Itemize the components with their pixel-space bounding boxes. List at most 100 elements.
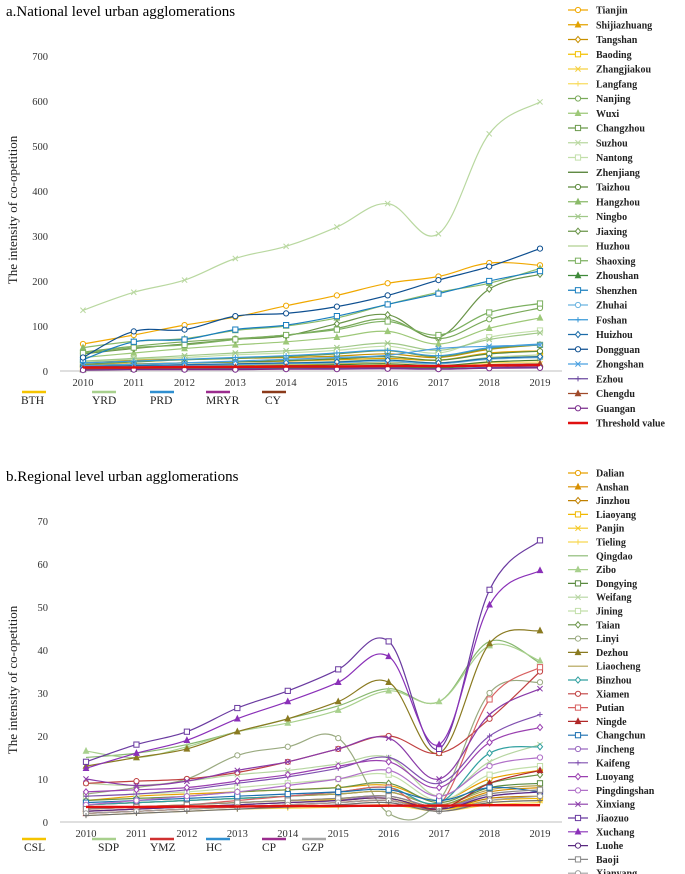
legend-marker: [574, 482, 582, 490]
x-tick-label: 2013: [227, 829, 248, 840]
legend-item: Suzhou: [568, 138, 628, 149]
legend-label: Hangzhou: [596, 197, 640, 208]
legend-label: Zhoushan: [596, 271, 639, 282]
data-point: [486, 263, 493, 270]
data-point: [435, 353, 442, 359]
data-point: [133, 797, 140, 804]
legend-marker: [575, 376, 581, 382]
group-legend-item: CY: [262, 390, 286, 407]
y-tick-label: 300: [32, 232, 48, 243]
data-point: [386, 800, 392, 806]
data-point: [486, 784, 493, 791]
legend-marker: [574, 717, 582, 725]
data-point: [537, 685, 543, 692]
data-point: [536, 626, 544, 634]
data-point: [436, 808, 442, 814]
legend-item: Ezhou: [568, 374, 624, 385]
x-tick-label: 2017: [428, 378, 449, 389]
legend-marker: [574, 704, 582, 711]
data-point: [283, 353, 289, 359]
data-point: [181, 277, 188, 284]
series-line: [85, 713, 541, 797]
legend-marker: [574, 346, 582, 353]
group-label: HC: [206, 842, 222, 854]
y-tick-label: 70: [38, 517, 49, 528]
legend-item: Xuchang: [568, 827, 634, 838]
legend-label: Langfang: [596, 79, 637, 90]
data-point: [83, 776, 89, 782]
data-point: [183, 778, 190, 785]
data-point: [284, 718, 292, 726]
legend-marker: [574, 827, 582, 835]
group-label: YMZ: [150, 842, 176, 854]
series-xinxiang: [83, 685, 543, 789]
legend: Dalian Anshan Jinzhou Liaoyang Panjin Tieling…: [568, 469, 655, 874]
data-point: [283, 243, 290, 250]
legend-label: Taizhou: [596, 183, 631, 194]
legend-item: Jincheng: [568, 745, 634, 756]
legend-item: Linyi: [568, 634, 619, 645]
x-tick-label: 2018: [479, 378, 500, 389]
legend-label: Xinxiang: [596, 800, 635, 811]
legend-item: Zhenjiang: [568, 168, 640, 179]
legend-item: Kaifeng: [568, 758, 630, 769]
legend-label: Shijiazhuang: [596, 20, 652, 31]
x-tick-label: 2015: [328, 829, 349, 840]
data-point: [234, 788, 241, 796]
data-point: [283, 310, 290, 317]
series-line: [82, 270, 541, 361]
legend-marker: [574, 154, 582, 161]
x-tick-label: 2011: [123, 378, 144, 389]
legend-marker: [574, 607, 582, 615]
data-point: [334, 762, 342, 770]
legend-label: Changchun: [596, 731, 646, 742]
data-point: [537, 341, 543, 347]
legend-item: Zibo: [568, 565, 616, 576]
series-line: [85, 765, 541, 802]
data-point: [184, 808, 190, 814]
legend-marker: [575, 213, 581, 220]
data-point: [537, 341, 543, 348]
data-point: [231, 340, 239, 348]
x-tick-label: 2012: [174, 378, 195, 389]
legend-item: Baoji: [568, 855, 619, 866]
group-legend-item: MRYR: [206, 390, 240, 407]
data-point: [234, 777, 241, 786]
group-legend: BTH YRD PRD MRYR CY: [21, 390, 286, 407]
legend-marker: [575, 539, 581, 545]
data-point: [232, 313, 239, 320]
legend-item: Dongguan: [568, 345, 640, 356]
legend-marker: [574, 95, 582, 102]
data-point: [82, 780, 90, 787]
data-point: [536, 300, 544, 307]
data-point: [334, 678, 342, 685]
data-point: [486, 639, 493, 647]
legend-marker: [574, 676, 582, 684]
data-point: [234, 767, 241, 774]
legend-item: Shaoxing: [568, 256, 635, 267]
data-point: [537, 711, 543, 718]
group-legend-item: CP: [262, 837, 286, 854]
legend-marker: [574, 301, 582, 309]
legend-label: Dongying: [596, 579, 637, 590]
series-line: [82, 248, 541, 359]
legend-item: Weifang: [568, 593, 632, 604]
data-point: [130, 328, 137, 335]
data-point: [486, 336, 493, 343]
legend-item: Xinxiang: [568, 800, 635, 811]
data-point: [485, 324, 493, 331]
series-group: [79, 98, 544, 374]
data-point: [333, 224, 340, 230]
data-point: [83, 812, 89, 819]
legend-marker: [574, 271, 582, 279]
series-wuxi: [79, 313, 544, 361]
legend-label: Zhuhai: [596, 301, 627, 312]
legend-label: Xianyang: [596, 869, 637, 874]
legend-item: Xiamen: [568, 689, 630, 700]
legend-item: Taizhou: [568, 183, 631, 194]
legend-marker: [575, 594, 581, 601]
series-luoyang: [82, 723, 544, 796]
data-point: [130, 289, 137, 296]
data-point: [536, 566, 544, 574]
data-point: [435, 331, 442, 339]
